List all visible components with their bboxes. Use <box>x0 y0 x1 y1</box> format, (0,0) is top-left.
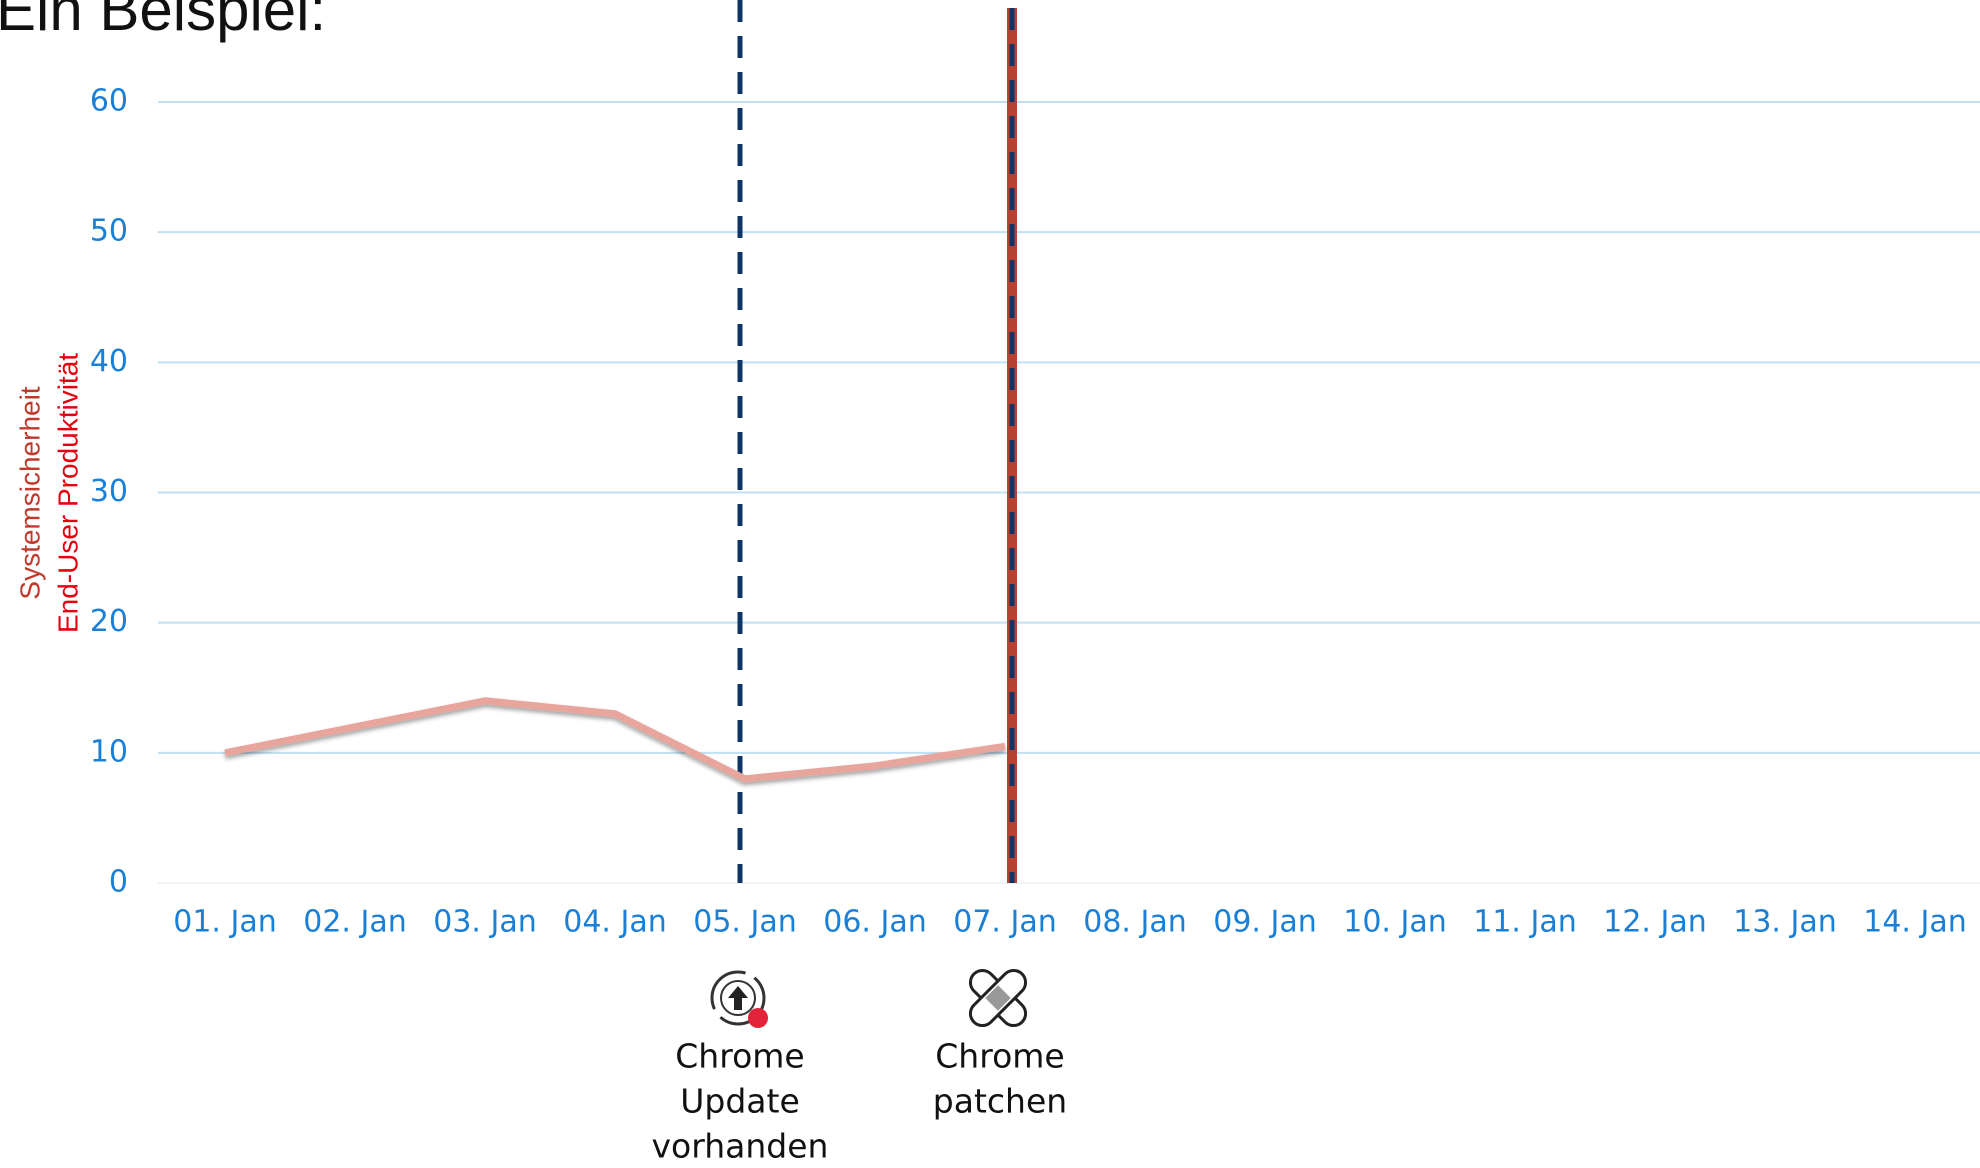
icon-dot <box>748 1008 768 1028</box>
x-tick-label: 02. Jan <box>303 905 407 940</box>
x-tick-label: 01. Jan <box>173 905 277 940</box>
x-tick-label: 11. Jan <box>1473 905 1577 940</box>
annotation-label: Chrome <box>675 1037 804 1076</box>
annotation-label: Update <box>680 1082 800 1121</box>
y-tick-label: 60 <box>90 84 128 119</box>
event-icon <box>710 970 768 1028</box>
icon-pad <box>985 985 1011 1011</box>
annotation-label: patchen <box>933 1082 1067 1121</box>
x-tick-label: 04. Jan <box>563 905 667 940</box>
annotation-label: Chrome <box>935 1037 1064 1076</box>
x-tick-label: 14. Jan <box>1863 905 1967 940</box>
icon-arrow <box>728 986 748 1010</box>
event-icon <box>968 968 1028 1028</box>
icon-ring <box>710 970 766 1026</box>
y-axis-label: Systemsicherheit <box>14 386 45 599</box>
y-tick-label: 50 <box>90 214 128 249</box>
annotation-label: vorhanden <box>652 1127 829 1164</box>
y-tick-label: 0 <box>109 865 128 900</box>
x-tick-label: 06. Jan <box>823 905 927 940</box>
y-tick-label: 10 <box>90 734 128 769</box>
chart-title: Ein Beispiel: <box>0 0 326 43</box>
y-axis-label: End-User Produktivität <box>52 353 83 633</box>
x-tick-label: 08. Jan <box>1083 905 1187 940</box>
y-tick-label: 20 <box>90 604 128 639</box>
x-tick-label: 10. Jan <box>1343 905 1447 940</box>
x-tick-label: 13. Jan <box>1733 905 1837 940</box>
x-tick-label: 09. Jan <box>1213 905 1317 940</box>
x-tick-label: 05. Jan <box>693 905 797 940</box>
y-tick-label: 40 <box>90 344 128 379</box>
x-tick-label: 07. Jan <box>953 905 1057 940</box>
y-tick-label: 30 <box>90 474 128 509</box>
x-tick-label: 03. Jan <box>433 905 537 940</box>
data-line <box>224 697 1006 783</box>
x-tick-label: 12. Jan <box>1603 905 1707 940</box>
